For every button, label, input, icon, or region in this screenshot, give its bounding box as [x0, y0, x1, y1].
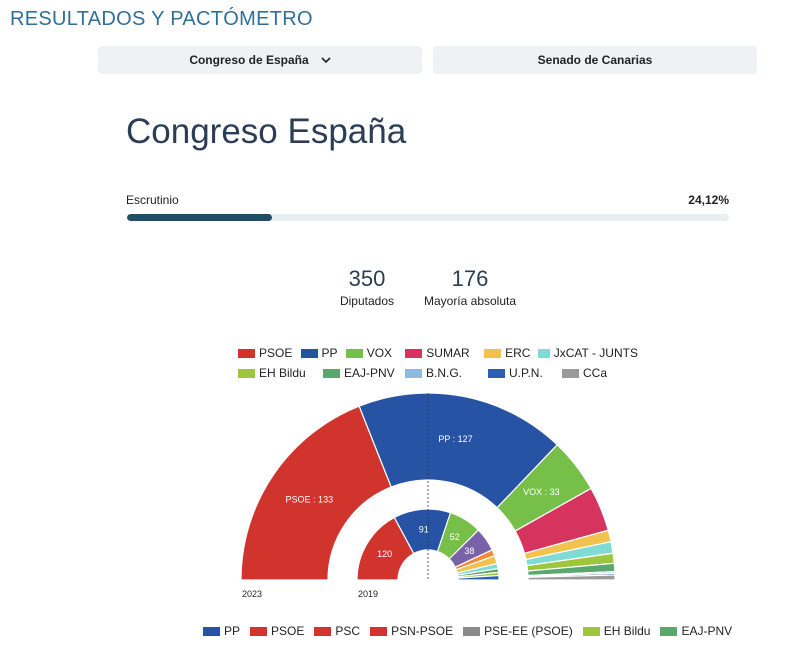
legend-label: PSE-EE (PSOE) [484, 624, 573, 638]
legend-bottom: PP PSOE PSC PSN-PSOE PSE-EE (PSOE) EH Bildu EA… [203, 624, 742, 638]
legend-top-b-n-g[interactable]: B.N.G. [405, 366, 488, 380]
escrutinio-label: Escrutinio [126, 193, 179, 207]
legend-bottom-pse-ee-psoe[interactable]: PSE-EE (PSOE) [463, 624, 573, 638]
seat-label-2019-unidas-podemos: 38 [464, 546, 474, 556]
legend-label: CCa [583, 366, 608, 380]
legend-bottom-pp[interactable]: PP [203, 624, 240, 638]
seat-slice-2023-cca[interactable] [527, 574, 616, 581]
legend-top-eh-bildu[interactable]: EH Bildu [238, 366, 323, 380]
stat-mayoria-label: Mayoría absoluta [423, 294, 517, 308]
legend-top-vox[interactable]: VOX [345, 346, 406, 360]
legend-top-pp[interactable]: PP [300, 346, 346, 360]
stat-diputados-label: Diputados [339, 294, 395, 308]
legend-label: PP [321, 346, 338, 360]
legend-top-erc[interactable]: ERC [484, 346, 538, 360]
legend-top-eaj-pnv[interactable]: EAJ-PNV [323, 366, 405, 380]
seat-label-2019-pp: 91 [419, 525, 429, 535]
legend-label: EAJ-PNV [681, 624, 733, 638]
escrutinio-progress-bar [127, 214, 729, 221]
legend-top: PSOE PP VOX SUMAR ERC JxCAT - JUNTS EH Bildu EA… [238, 343, 638, 383]
legend-label: EAJ-PNV [344, 366, 395, 380]
legend-swatch [323, 368, 340, 378]
legend-label: PSN-PSOE [391, 624, 454, 638]
legend-swatch [537, 348, 550, 358]
section-heading: Congreso España [126, 112, 407, 151]
escrutinio-value: 24,12% [688, 193, 729, 207]
page-title: RESULTADOS Y PACTÓMETRO [10, 8, 313, 30]
legend-label: JxCAT - JUNTS [553, 346, 638, 360]
legend-bottom-psc[interactable]: PSC [314, 624, 360, 638]
legend-swatch [405, 348, 423, 358]
tab-congreso[interactable]: Congreso de España [98, 46, 422, 74]
tab-senado-label: Senado de Canarias [537, 53, 653, 67]
legend-swatch [484, 348, 502, 358]
legend-swatch [660, 626, 678, 636]
chevron-down-icon [321, 56, 331, 64]
ring-year-label: 2023 [242, 589, 262, 599]
legend-bottom-psn-psoe[interactable]: PSN-PSOE [370, 624, 453, 638]
legend-label: EH Bildu [603, 624, 651, 638]
seat-slice-2023-pp[interactable] [358, 392, 559, 509]
legend-swatch [562, 368, 579, 378]
legend-top-sumar[interactable]: SUMAR [405, 346, 484, 360]
seat-slice-2019-otros[interactable] [457, 574, 500, 581]
legend-swatch [203, 626, 220, 636]
seat-label-2019-psoe: 120 [377, 549, 392, 559]
legend-label: PSC [335, 624, 361, 638]
legend-bottom-eh-bildu[interactable]: EH Bildu [582, 624, 651, 638]
legend-label: PSOE [259, 346, 293, 360]
legend-bottom-eaj-pnv[interactable]: EAJ-PNV [660, 624, 732, 638]
stat-mayoria: 176 Mayoría absoluta [418, 266, 522, 308]
legend-label: ERC [505, 346, 531, 360]
legend-swatch [582, 626, 600, 636]
tab-congreso-label: Congreso de España [189, 53, 309, 67]
tab-senado[interactable]: Senado de Canarias [433, 46, 757, 74]
legend-label: PSOE [271, 624, 305, 638]
legend-bottom-psoe[interactable]: PSOE [250, 624, 304, 638]
legend-swatch [238, 348, 255, 358]
legend-label: EH Bildu [259, 366, 306, 380]
seat-label-2023-vox: VOX : 33 [523, 487, 560, 497]
legend-top-u-p-n[interactable]: U.P.N. [488, 366, 562, 380]
legend-swatch [405, 368, 422, 378]
seat-label-2019-vox: 52 [450, 532, 460, 542]
stat-diputados-value: 350 [348, 266, 386, 291]
seat-slice-2023-psoe[interactable] [240, 405, 392, 581]
seat-label-2023-pp: PP : 127 [438, 434, 472, 444]
stat-mayoria-value: 176 [451, 266, 489, 291]
legend-label: U.P.N. [509, 366, 543, 380]
legend-swatch [345, 348, 363, 358]
legend-top-psoe[interactable]: PSOE [238, 346, 301, 360]
legend-swatch [250, 626, 268, 636]
stat-diputados: 350 Diputados [328, 266, 406, 308]
legend-swatch [370, 626, 388, 636]
legend-label: B.N.G. [426, 366, 463, 380]
legend-label: PP [224, 624, 241, 638]
legend-label: SUMAR [426, 346, 470, 360]
escrutinio-progress-fill [127, 214, 273, 221]
seat-label-2023-psoe: PSOE : 133 [286, 494, 334, 504]
legend-top-jxcat-junts[interactable]: JxCAT - JUNTS [537, 346, 638, 360]
legend-swatch [238, 368, 255, 378]
legend-label: VOX [366, 346, 393, 360]
legend-swatch [300, 348, 318, 358]
legend-swatch [488, 368, 505, 378]
legend-top-cca[interactable]: CCa [562, 366, 622, 380]
ring-year-label: 2019 [358, 589, 378, 599]
legend-swatch [463, 626, 481, 636]
legend-swatch [314, 626, 332, 636]
